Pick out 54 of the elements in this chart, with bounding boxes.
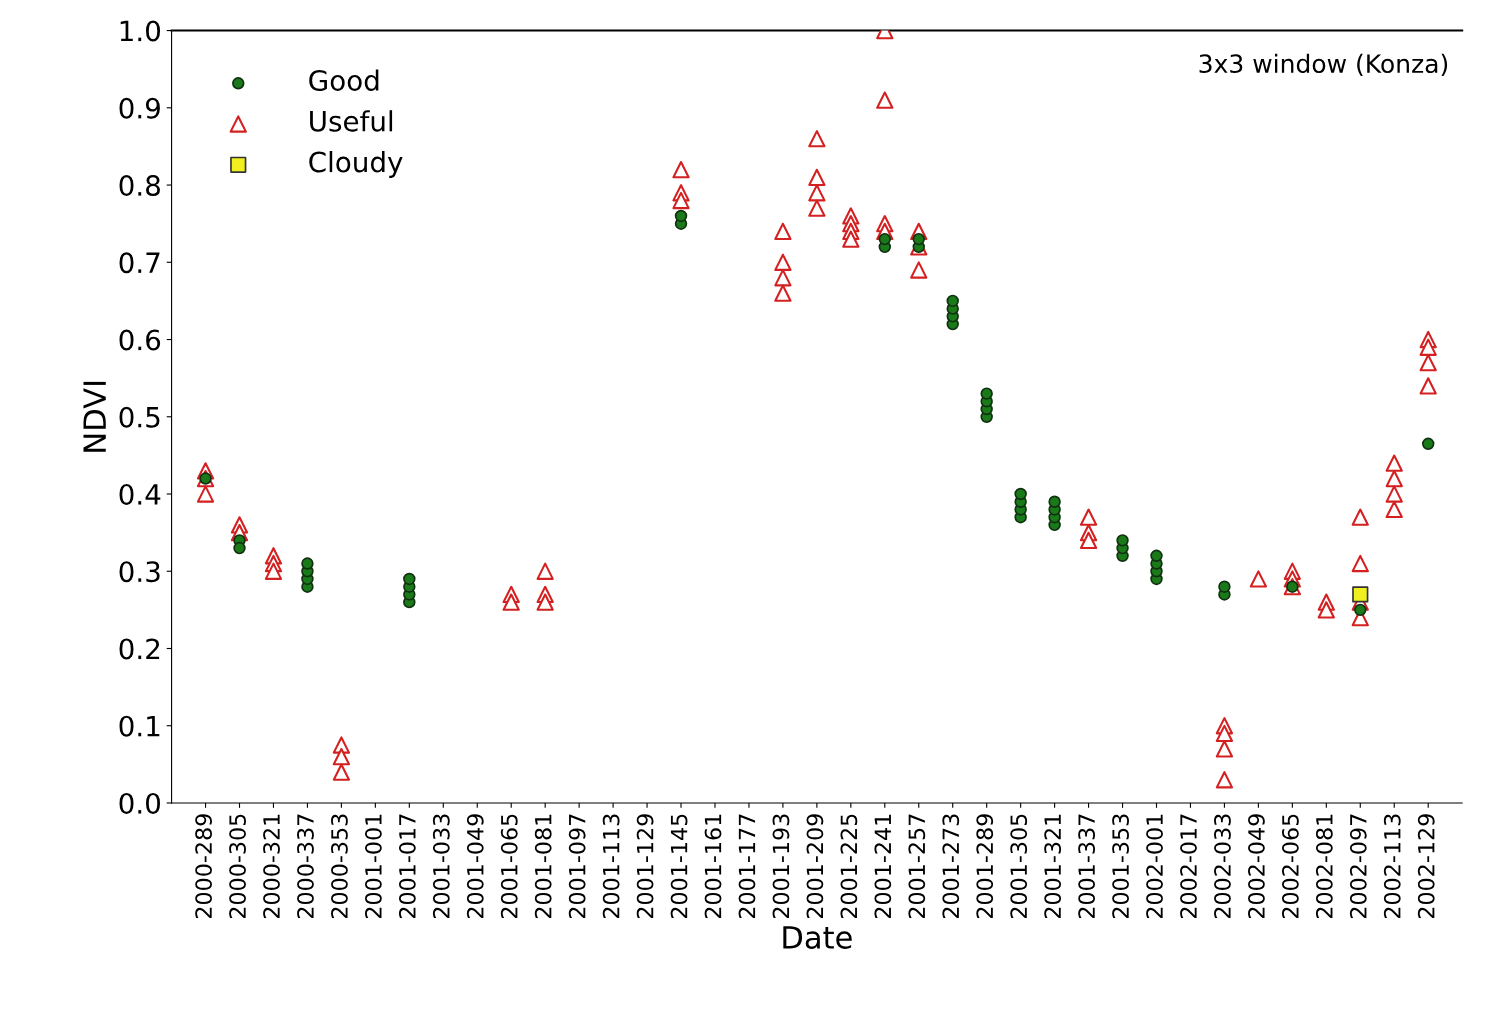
y-tick-label: 0.6: [119, 329, 161, 351]
y-tick-label: 0.0: [119, 792, 161, 814]
x-tick-label: 2000-353: [331, 814, 348, 919]
x-tick-label: 2001-193: [772, 814, 790, 919]
x-tick-label: 2001-321: [1044, 814, 1062, 919]
x-tick-label: 2001-113: [602, 814, 620, 919]
x-tick-label: 2001-065: [500, 814, 518, 919]
x-tick-label: 2001-177: [738, 814, 756, 919]
x-tick-label: 2001-273: [942, 814, 960, 919]
x-tick-label: 2002-129: [1417, 814, 1435, 919]
x-tick-label: 2001-305: [1010, 814, 1028, 919]
x-tick-label: 2001-209: [806, 814, 824, 919]
y-tick-label: 1.0: [120, 20, 161, 42]
y-tick-label: 0.3: [119, 561, 160, 583]
x-tick-label: 2001-289: [976, 814, 994, 919]
x-tick-label: 2002-065: [1281, 814, 1299, 919]
x-tick-label: 2002-017: [1180, 814, 1197, 919]
x-tick-label: 2001-081: [534, 814, 552, 919]
x-tick-label: 2001-225: [840, 814, 858, 919]
y-axis-title: NDVI: [83, 381, 106, 452]
x-tick-label: 2002-081: [1315, 814, 1333, 919]
legend-label: Cloudy: [309, 151, 403, 178]
y-tick-label: 0.9: [119, 97, 160, 119]
x-tick-label: 2002-049: [1248, 814, 1265, 919]
x-tick-label: 2001-257: [908, 814, 926, 919]
x-tick-label: 2001-033: [432, 814, 450, 919]
x-tick-label: 2000-289: [195, 814, 212, 919]
x-tick-label: 2000-305: [229, 814, 246, 919]
x-tick-label: 2001-241: [874, 814, 892, 919]
legend-label: Useful: [310, 110, 393, 132]
x-tick-label: 2002-097: [1349, 814, 1367, 919]
x-tick-label: 2001-097: [568, 814, 586, 919]
y-tick-label: 0.1: [119, 715, 160, 737]
annotation: 3x3 window (Konza): [1199, 53, 1448, 77]
x-tick-label: 2001-129: [636, 814, 654, 919]
legend-label: Good: [309, 69, 379, 91]
x-tick-label: 2002-001: [1146, 814, 1163, 919]
x-tick-label: 2001-145: [670, 814, 688, 919]
x-tick-label: 2000-321: [263, 814, 280, 919]
x-tick-label: 2001-001: [364, 814, 382, 919]
y-tick-label: 0.4: [119, 483, 161, 505]
y-tick-label: 0.2: [119, 638, 160, 660]
x-axis-title: Date: [783, 926, 852, 949]
x-tick-label: 2001-353: [1112, 814, 1129, 919]
x-tick-label: 2001-049: [466, 814, 484, 919]
x-tick-label: 2002-033: [1214, 814, 1231, 919]
x-tick-label: 2001-337: [1078, 814, 1096, 919]
y-tick-label: 0.5: [119, 406, 160, 428]
x-tick-label: 2002-113: [1383, 814, 1401, 919]
x-tick-label: 2001-161: [704, 814, 722, 919]
y-tick-label: 0.8: [119, 174, 160, 196]
y-tick-label: 0.7: [119, 252, 160, 274]
x-tick-label: 2000-337: [297, 814, 314, 919]
x-tick-label: 2001-017: [398, 814, 416, 919]
